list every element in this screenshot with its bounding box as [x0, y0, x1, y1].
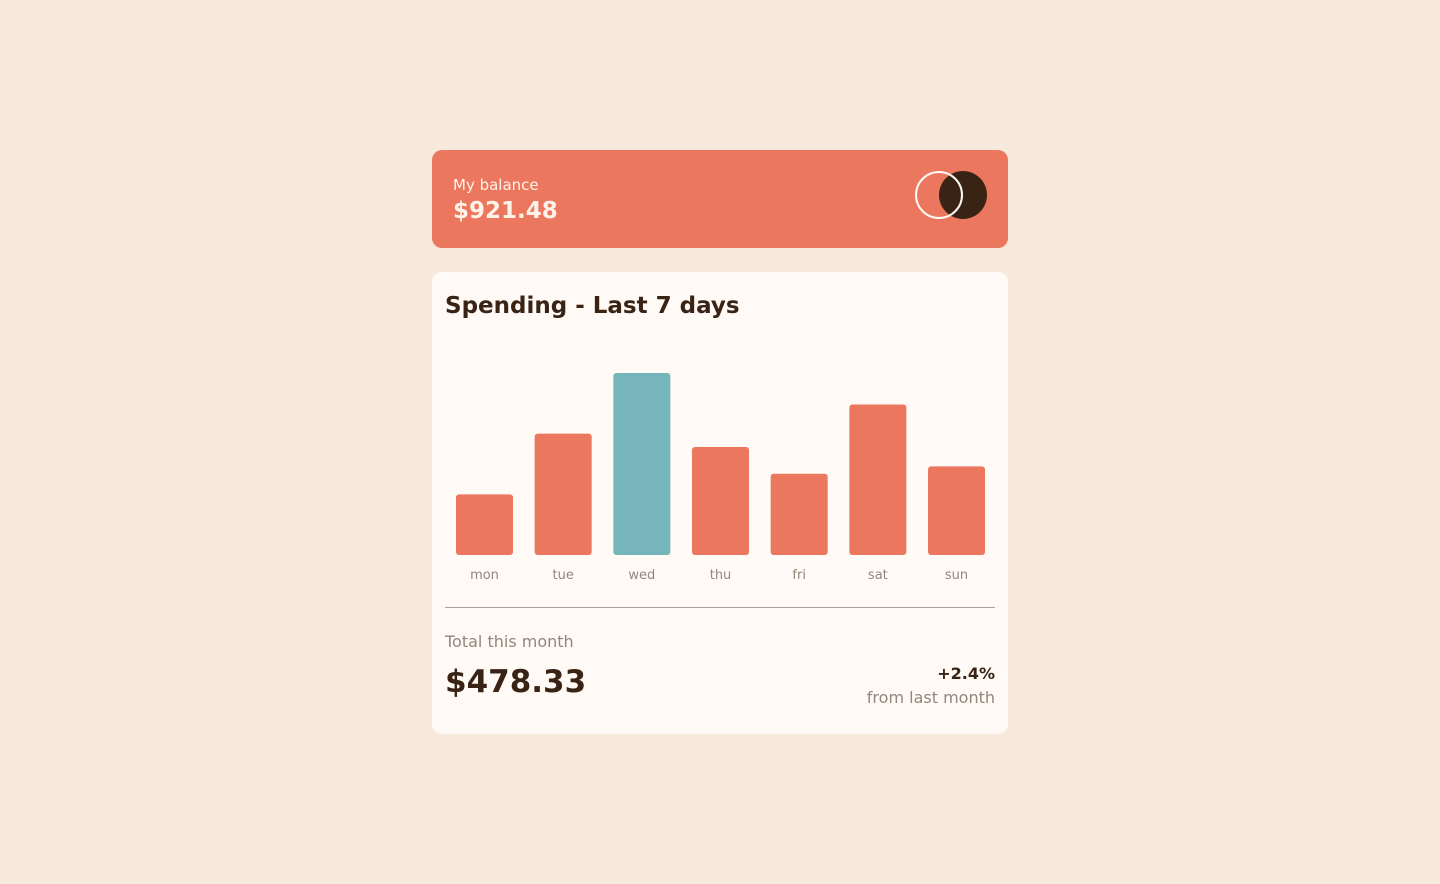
spending-card: Spending - Last 7 days mon tue wed thu fri sa…	[432, 272, 1008, 734]
day-label-wed: wed	[628, 568, 655, 583]
bar-thu[interactable]	[692, 447, 750, 555]
bar-wed[interactable]	[613, 373, 671, 555]
bar-fri[interactable]	[770, 473, 828, 555]
spending-title: Spending - Last 7 days	[445, 293, 740, 319]
bar-mon[interactable]	[456, 494, 513, 555]
overlapping-circles-logo-icon	[915, 171, 987, 219]
change-value: +2.4%	[937, 664, 995, 683]
day-label-sun: sun	[945, 568, 968, 583]
total-label: Total this month	[445, 632, 574, 651]
day-label-tue: tue	[552, 568, 573, 583]
balance-amount: $921.48	[453, 198, 558, 224]
day-label-sat: sat	[868, 568, 888, 583]
divider	[445, 607, 995, 608]
day-label-fri: fri	[792, 568, 806, 583]
bar-tue[interactable]	[534, 433, 592, 555]
change-label: from last month	[866, 688, 995, 707]
spending-bar-chart: mon tue wed thu fri sat sun	[456, 373, 986, 583]
day-label-thu: thu	[710, 568, 732, 583]
balance-label: My balance	[453, 176, 539, 194]
bar-sat[interactable]	[849, 404, 907, 555]
day-label-mon: mon	[470, 568, 499, 583]
total-amount: $478.33	[445, 664, 587, 700]
bar-sun[interactable]	[928, 466, 986, 555]
balance-card: My balance $921.48	[432, 150, 1008, 248]
